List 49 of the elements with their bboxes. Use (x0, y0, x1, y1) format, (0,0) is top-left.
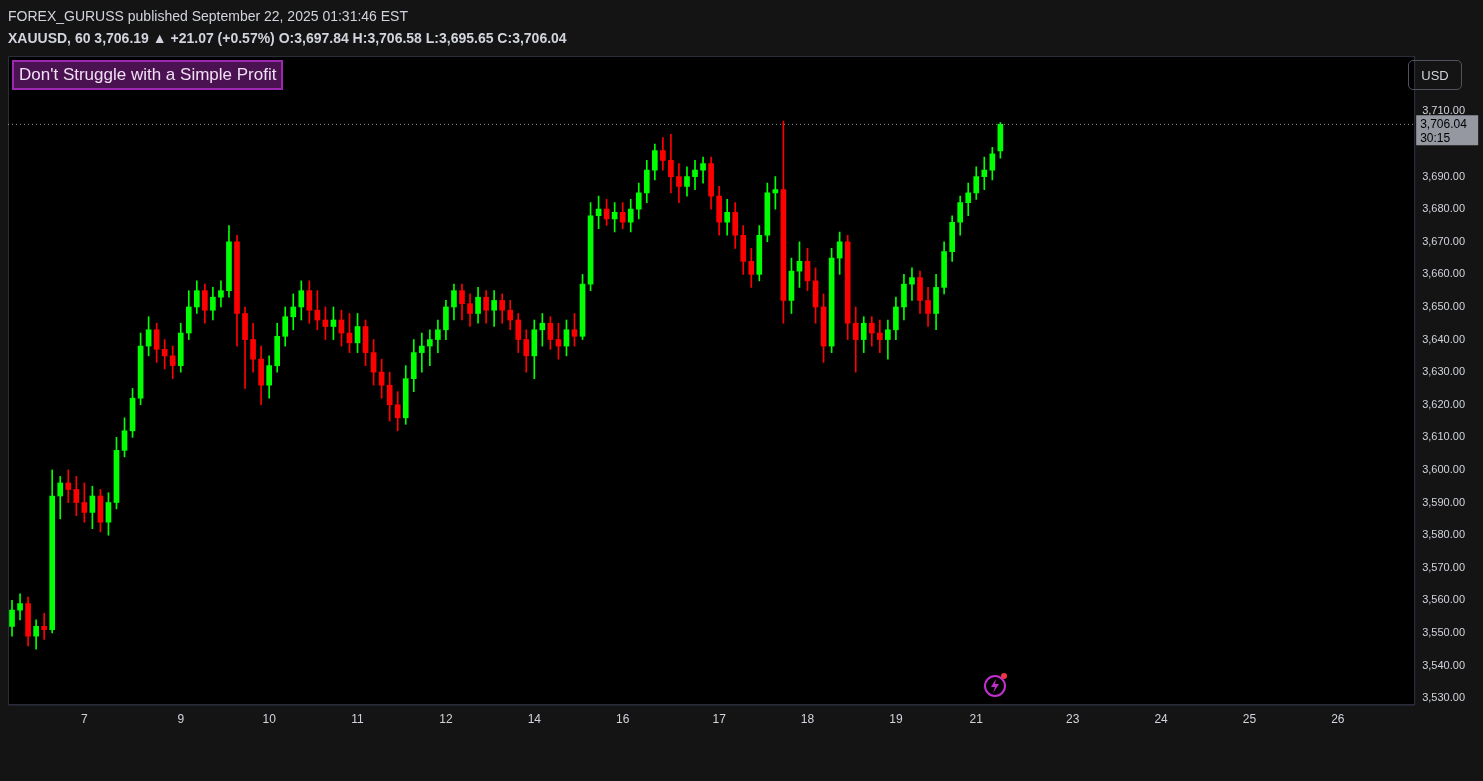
x-tick-label: 10 (262, 712, 277, 727)
annotation: Don't Struggle with a Simple Profit (12, 60, 284, 90)
y-tick-label: 3,570.00 (1422, 560, 1466, 573)
x-tick-label: 17 (712, 712, 727, 727)
chart-subtitle: XAUUSD, 60 3,706.19 ▲ +21.07 (+0.57%) O:3,697.84 H:3,706.58 L:3,695.65 C:3,706.04 (8, 30, 567, 46)
y-tick-label: 3,590.00 (1422, 495, 1466, 508)
x-tick-label: 23 (1066, 712, 1080, 727)
candlestick (692, 159, 698, 190)
y-tick-label: 3,600.00 (1422, 462, 1466, 475)
candlestick (17, 593, 23, 621)
ref-line-label: 3,706.04 (1420, 116, 1468, 131)
y-tick-label: 3,550.00 (1422, 625, 1466, 638)
x-tick-label: 26 (1331, 712, 1345, 727)
candlestick (41, 613, 47, 640)
text: 30:15 (1420, 130, 1451, 145)
x-tick-label: 19 (889, 712, 903, 727)
text: USD (1408, 60, 1462, 90)
candlestick (877, 319, 883, 353)
x-tick-label: 21 (969, 712, 984, 727)
x-tick-label: 11 (351, 712, 365, 727)
y-tick-label: 3,690.00 (1422, 169, 1466, 182)
y-tick-label: 3,560.00 (1422, 593, 1466, 606)
y-tick-label: 3,680.00 (1422, 202, 1466, 215)
y-tick-label: 3,610.00 (1422, 430, 1466, 443)
candlestick (981, 156, 988, 190)
x-tick-label: 18 (800, 712, 815, 727)
candlestick (418, 332, 425, 373)
x-tick-label: 7 (80, 712, 88, 727)
x-tick-label: 25 (1242, 712, 1257, 727)
x-tick-label: 12 (439, 712, 453, 727)
y-tick-label: 3,630.00 (1422, 365, 1466, 378)
y-tick-label: 3,580.00 (1422, 528, 1466, 541)
y-tick-label: 3,710.00 (1422, 104, 1466, 117)
y-tick-label: 3,540.00 (1422, 658, 1466, 671)
y-tick-label: 3,660.00 (1422, 267, 1466, 280)
x-tick-label: 16 (616, 712, 630, 727)
y-tick-label: 3,530.00 (1422, 691, 1466, 704)
x-tick-label: 14 (527, 712, 542, 727)
y-tick-label: 3,640.00 (1422, 332, 1466, 345)
candlestick (161, 339, 168, 370)
x-tick-label: 9 (177, 712, 185, 727)
candlestick (909, 267, 915, 301)
candlestick (427, 329, 433, 366)
y-tick-label: 3,670.00 (1422, 234, 1466, 247)
candlestick (65, 469, 72, 503)
y-tick-label: 3,620.00 (1422, 397, 1466, 410)
y-tick-label: 3,650.00 (1422, 300, 1466, 312)
x-tick-label: 24 (1154, 712, 1169, 727)
chart-title: FOREX_GURUSS published September 22, 2025 01:31:46 EST (8, 8, 408, 24)
